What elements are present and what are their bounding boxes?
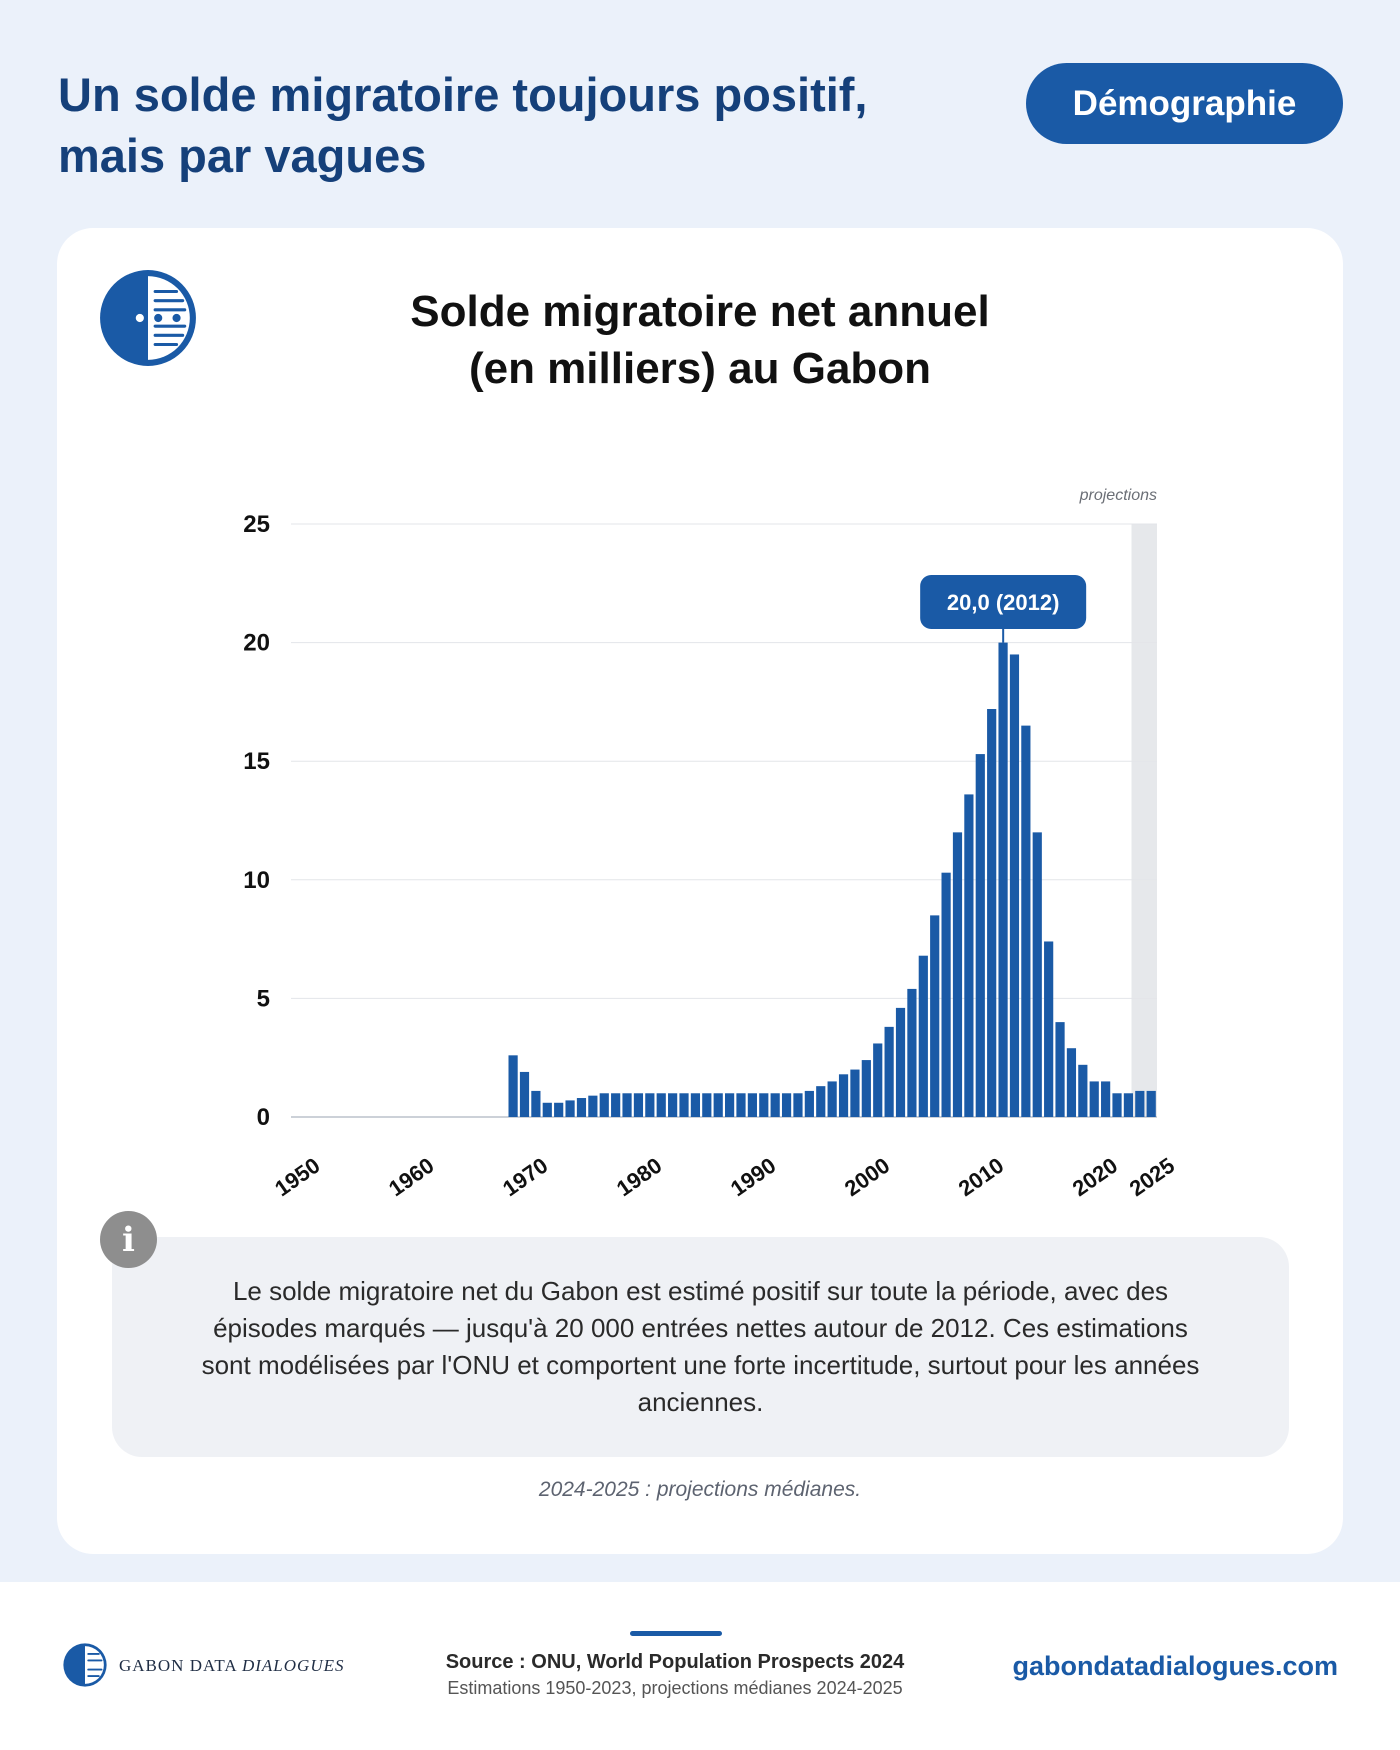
footer-logo-icon — [63, 1643, 107, 1687]
footer — [0, 1582, 1400, 1750]
info-text: Le solde migratoire net du Gabon est est… — [201, 1276, 1200, 1417]
info-icon: i — [100, 1211, 157, 1268]
footer-brand-regular: GABON DATA — [119, 1656, 242, 1675]
chart-title: Solde migratoire net annuel (en milliers… — [300, 283, 1100, 397]
footer-source: Source : ONU, World Population Prospects… — [445, 1651, 905, 1673]
footer-accent-bar — [630, 1631, 722, 1636]
gabon-data-dialogues-logo-icon — [100, 270, 196, 366]
info-box: Le solde migratoire net du Gabon est est… — [112, 1237, 1289, 1457]
footer-brand-italic: DIALOGUES — [241, 1656, 345, 1675]
chart-title-line-2: (en milliers) au Gabon — [468, 344, 932, 393]
footer-source-subtitle: Estimations 1950-2023, projections média… — [447, 1678, 903, 1698]
category-badge[interactable]: Démographie — [1026, 63, 1343, 144]
footer-website-link[interactable]: gabondatadialogues.com — [1012, 1651, 1338, 1681]
page-title-line-1: Un solde migratoire toujours positif, — [58, 68, 868, 121]
chart-title-line-1: Solde migratoire net annuel — [410, 287, 990, 336]
footer-brand: GABON DATA DIALOGUES — [119, 1656, 344, 1676]
projection-note: 2024-2025 : projections médianes. — [538, 1478, 862, 1501]
page-title: Un solde migratoire toujours positif, ma… — [58, 64, 958, 186]
page-title-line-2: mais par vagues — [58, 129, 427, 182]
